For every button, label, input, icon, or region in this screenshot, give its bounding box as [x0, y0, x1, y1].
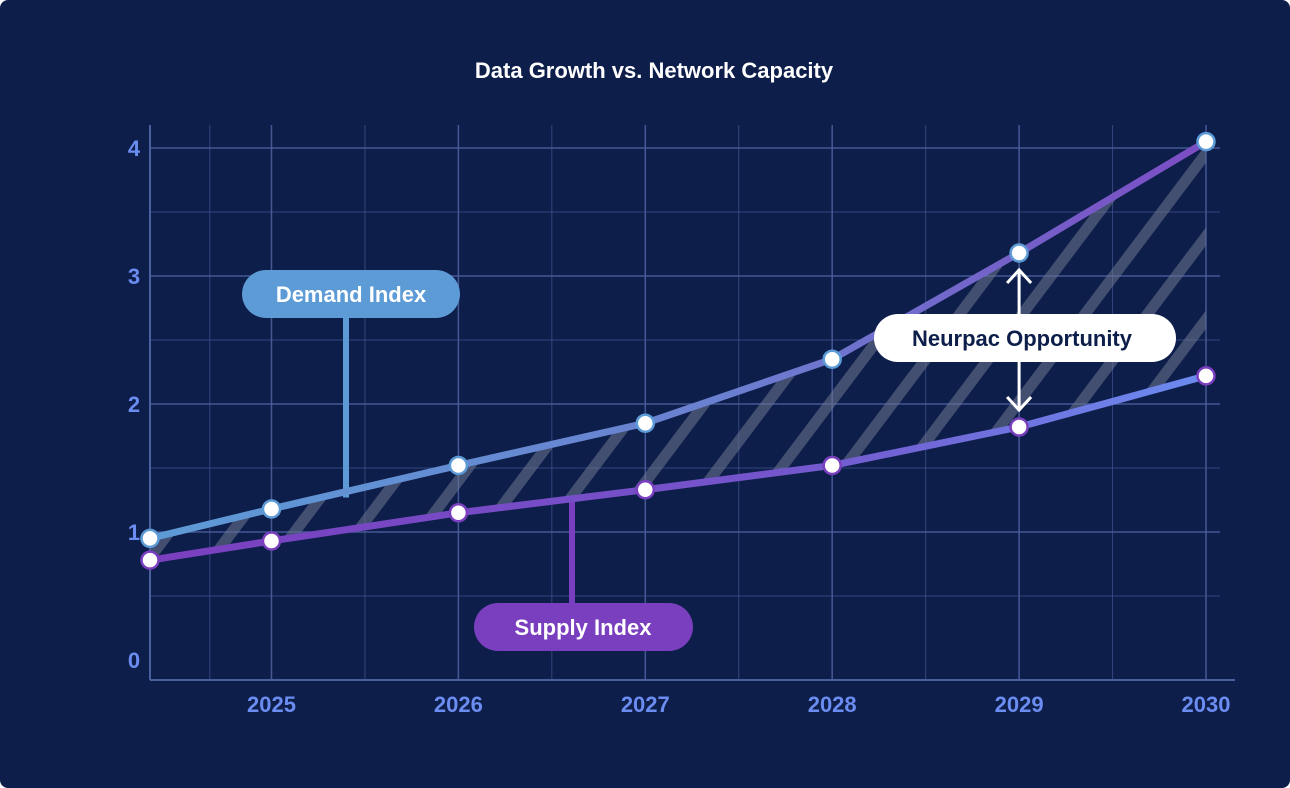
y-tick-label-3: 3: [128, 264, 140, 289]
y-tick-label-4: 4: [128, 136, 141, 161]
supply-point-0: [140, 550, 160, 570]
neurpac-opportunity-label: Neurpac Opportunity: [912, 326, 1133, 351]
supply-index-label: Supply Index: [515, 615, 653, 640]
demand-point-0: [140, 528, 160, 549]
y-tick-labels: 0 1 2 3 4: [128, 136, 141, 673]
demand-point-4: [822, 349, 842, 369]
x-tick-label-2026: 2026: [434, 692, 483, 717]
gap-annotation: Neurpac Opportunity: [874, 267, 1176, 413]
supply-point-2: [448, 503, 469, 523]
x-tick-labels: 2025 2026 2027 2028 2029 2030: [247, 692, 1230, 717]
chart-title: Data Growth vs. Network Capacity: [475, 58, 834, 83]
supply-point-5: [1009, 417, 1029, 437]
demand-point-2: [448, 455, 469, 476]
supply-point-3: [635, 480, 656, 500]
supply-point-1: [261, 531, 282, 551]
gap-arrow-down-head: [1005, 396, 1033, 413]
demand-point-5: [1009, 243, 1029, 263]
demand-point-3: [635, 413, 656, 433]
x-tick-label-2027: 2027: [621, 692, 670, 717]
y-tick-label-2: 2: [128, 392, 140, 417]
x-tick-label-2025: 2025: [247, 692, 296, 717]
supply-index-pill: [474, 603, 693, 651]
demand-point-1: [261, 499, 282, 519]
x-tick-label-2030: 2030: [1182, 692, 1231, 717]
neurpac-opportunity-pill: [874, 314, 1176, 362]
y-tick-label-1: 1: [128, 520, 140, 545]
demand-index-label: Demand Index: [276, 282, 427, 307]
x-tick-label-2028: 2028: [808, 692, 857, 717]
x-tick-label-2029: 2029: [995, 692, 1044, 717]
supply-point-6: [1196, 366, 1216, 386]
gap-arrow-up-head: [1005, 267, 1033, 284]
series-markers: [140, 131, 1216, 570]
y-tick-label-0: 0: [128, 648, 140, 673]
supply-callout: Supply Index: [474, 498, 693, 651]
demand-index-pill: [242, 270, 460, 318]
demand-point-6: [1196, 131, 1216, 152]
axes: [149, 125, 1235, 681]
supply-point-4: [822, 455, 842, 476]
demand-callout: Demand Index: [242, 270, 460, 498]
